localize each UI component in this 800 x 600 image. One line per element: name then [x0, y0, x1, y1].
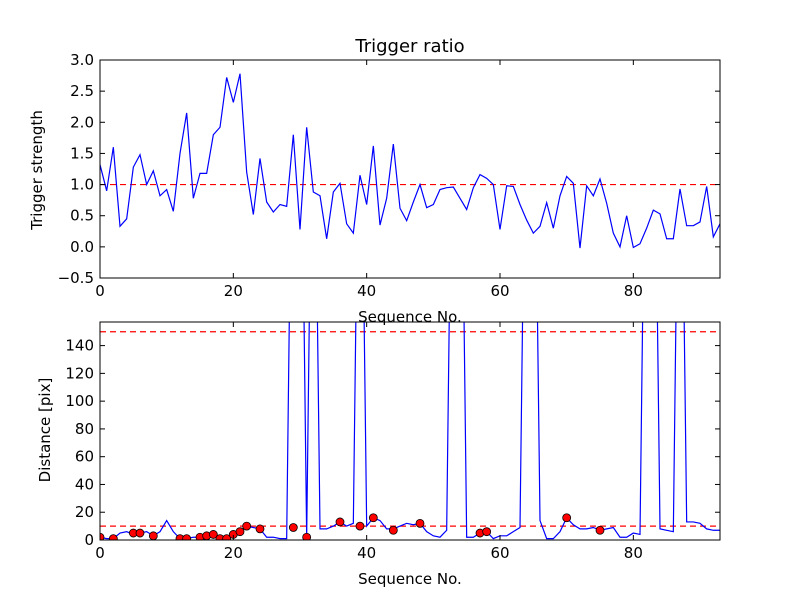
x-tick-label: 40 — [357, 544, 376, 562]
axes-frame-0 — [99, 59, 721, 279]
data-point-marker — [235, 527, 245, 537]
y-tick-label: 20 — [75, 503, 94, 521]
y-tick-label: 0.0 — [70, 238, 94, 256]
data-point-marker — [108, 534, 118, 540]
data-point-marker — [242, 521, 252, 531]
y-tick-label: 0.5 — [70, 207, 94, 225]
x-tick-label: 0 — [95, 282, 105, 300]
data-point-marker — [562, 513, 572, 523]
x-tick-label: 20 — [224, 282, 243, 300]
x-tick-label: 0 — [95, 544, 105, 562]
data-point-marker — [302, 532, 312, 540]
data-point-marker — [148, 531, 158, 540]
data-point-marker — [335, 517, 345, 527]
y-tick-label: 100 — [65, 392, 94, 410]
plot-area-0 — [100, 73, 720, 249]
data-point-marker — [222, 534, 232, 540]
data-point-marker — [100, 532, 105, 540]
x-tick-label: 20 — [224, 544, 243, 562]
bottom-y-axis-label: Distance [pix] — [36, 378, 54, 483]
data-point-marker — [595, 525, 605, 535]
y-tick-label: 120 — [65, 364, 94, 382]
x-tick-label: 60 — [490, 544, 509, 562]
series-line-0 — [100, 73, 720, 249]
plot-area-1 — [100, 322, 720, 540]
y-tick-label: 3.0 — [70, 51, 94, 69]
y-tick-label: 2.5 — [70, 82, 94, 100]
y-tick-label: −0.5 — [58, 269, 94, 287]
data-point-marker — [288, 523, 298, 532]
x-tick-label: 60 — [490, 282, 509, 300]
data-point-marker — [255, 524, 265, 534]
x-tick-label: 80 — [624, 282, 643, 300]
data-point-marker — [388, 525, 398, 535]
y-tick-label: 140 — [65, 337, 94, 355]
data-point-marker — [355, 521, 365, 531]
distance-panel: Distance [pix] Sequence No. 0 20 40 60 80 0 20… — [36, 321, 721, 588]
axes-frame-1 — [99, 321, 721, 541]
y-tick-label: 1.5 — [70, 144, 94, 162]
y-tick-label: 60 — [75, 448, 94, 466]
y-tick-label: 2.0 — [70, 113, 94, 131]
data-point-marker — [208, 530, 218, 539]
top-x-axis-label: Sequence No. — [358, 308, 462, 326]
data-point-marker — [135, 528, 145, 538]
x-tick-label: 40 — [357, 282, 376, 300]
bottom-x-axis-label: Sequence No. — [358, 570, 462, 588]
x-tick-label: 80 — [624, 544, 643, 562]
y-tick-label: 40 — [75, 475, 94, 493]
y-tick-label: 1.0 — [70, 176, 94, 194]
data-point-marker — [415, 518, 425, 528]
data-point-marker — [482, 527, 492, 537]
y-tick-label: 80 — [75, 420, 94, 438]
top-chart-title: Trigger ratio — [354, 36, 464, 57]
data-point-marker — [368, 513, 378, 523]
data-point-marker — [182, 534, 192, 540]
top-y-axis-label: Trigger strength — [28, 110, 46, 231]
y-tick-label: 0 — [84, 531, 94, 549]
